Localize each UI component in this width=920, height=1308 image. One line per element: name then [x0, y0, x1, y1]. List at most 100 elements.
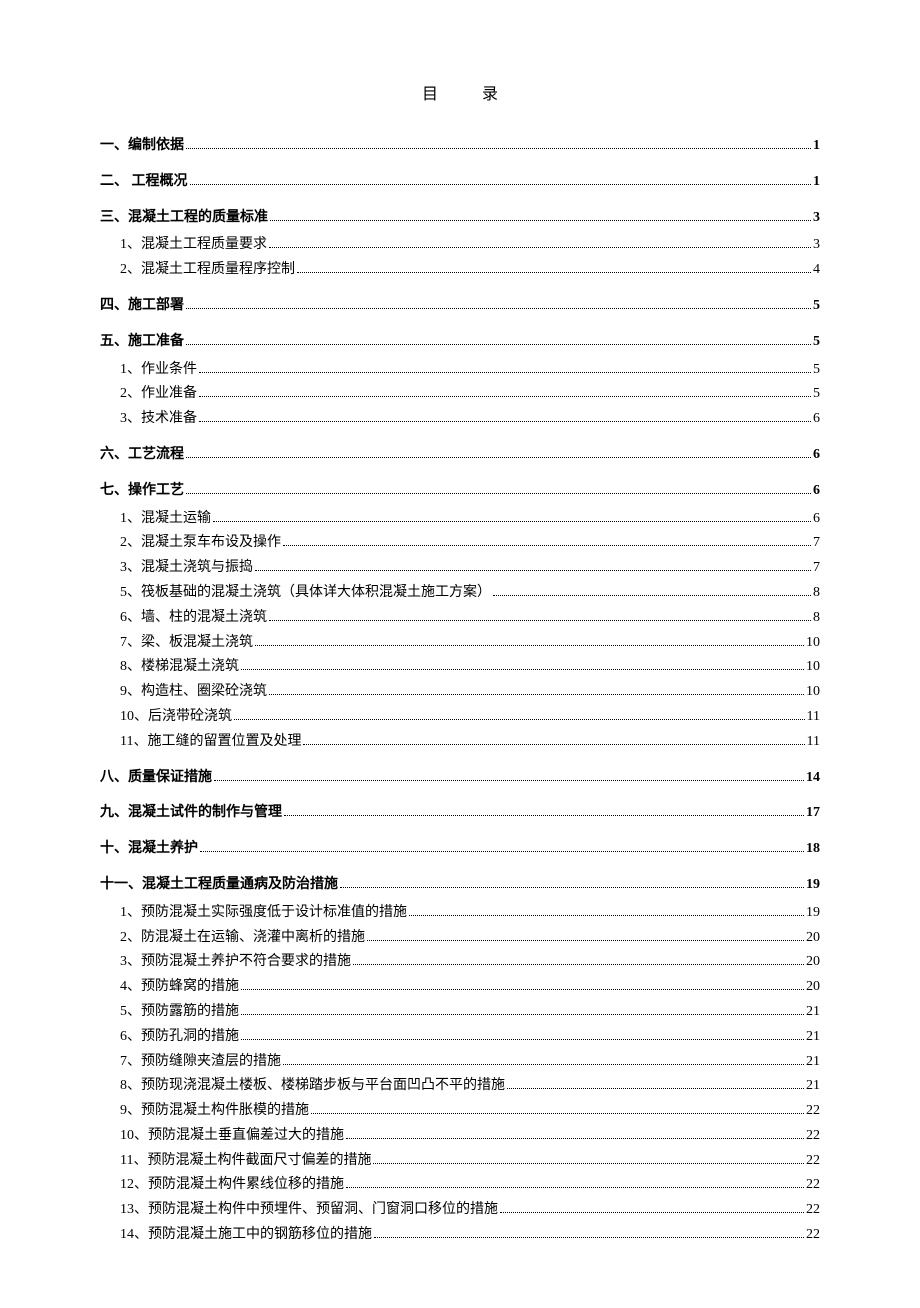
toc-entry: 8、楼梯混凝土浇筑10	[100, 655, 820, 679]
toc-entry: 2、混凝土泵车布设及操作 7	[100, 531, 820, 555]
toc-entry-page: 22	[806, 1173, 820, 1197]
toc-entry-label: 一、编制依据	[100, 134, 184, 158]
toc-entry: 10、后浇带砼浇筑 11	[100, 705, 820, 729]
toc-entry-page: 10	[806, 631, 820, 655]
toc-leader-dots	[270, 220, 811, 221]
toc-entry-label: 10、后浇带砼浇筑	[120, 705, 232, 729]
toc-entry: 2、防混凝土在运输、浇灌中离析的措施20	[100, 926, 820, 950]
toc-entry-label: 7、梁、板混凝土浇筑	[120, 631, 253, 655]
toc-entry-label: 6、墙、柱的混凝土浇筑	[120, 606, 267, 630]
toc-entry-label: 1、作业条件	[120, 358, 197, 382]
toc-leader-dots	[269, 694, 804, 695]
toc-entry-page: 1	[813, 170, 820, 194]
toc-leader-dots	[311, 1113, 804, 1114]
toc-entry-page: 8	[813, 606, 820, 630]
toc-entry-page: 6	[813, 479, 820, 503]
toc-entry: 5、筏板基础的混凝土浇筑（具体详大体积混凝土施工方案） 8	[100, 581, 820, 605]
toc-leader-dots	[409, 915, 804, 916]
toc-entry-label: 二、 工程概况	[100, 170, 188, 194]
toc-entry-label: 六、工艺流程	[100, 443, 184, 467]
toc-entry-page: 3	[813, 233, 820, 257]
toc-entry-page: 5	[813, 330, 820, 354]
toc-entry-label: 2、混凝土泵车布设及操作	[120, 531, 281, 555]
toc-leader-dots	[186, 148, 811, 149]
toc-entry: 1、预防混凝土实际强度低于设计标准值的措施19	[100, 901, 820, 925]
toc-entry: 1、作业条件 5	[100, 358, 820, 382]
toc-entry-page: 20	[806, 975, 820, 999]
toc-leader-dots	[346, 1187, 804, 1188]
toc-entry-label: 11、预防混凝土构件截面尺寸偏差的措施	[120, 1149, 371, 1173]
toc-entry-page: 11	[807, 730, 820, 754]
toc-entry-label: 3、技术准备	[120, 407, 197, 431]
toc-leader-dots	[367, 940, 804, 941]
toc-entry-label: 九、混凝土试件的制作与管理	[100, 801, 282, 825]
toc-entry-label: 1、混凝土工程质量要求	[120, 233, 267, 257]
toc-leader-dots	[241, 669, 804, 670]
toc-entry-label: 9、构造柱、圈梁砼浇筑	[120, 680, 267, 704]
toc-entry-page: 5	[813, 358, 820, 382]
toc-entry: 三、混凝土工程的质量标准3	[100, 206, 820, 230]
toc-title: 目 录	[100, 80, 820, 104]
toc-leader-dots	[269, 247, 811, 248]
toc-entry: 14、预防混凝土施工中的钢筋移位的措施 22	[100, 1223, 820, 1247]
toc-entry-page: 18	[806, 837, 820, 861]
toc-entry: 一、编制依据1	[100, 134, 820, 158]
toc-entry-page: 22	[806, 1223, 820, 1247]
toc-leader-dots	[186, 493, 811, 494]
toc-entry-page: 6	[813, 407, 820, 431]
toc-entry-label: 14、预防混凝土施工中的钢筋移位的措施	[120, 1223, 372, 1247]
toc-entry: 11、施工缝的留置位置及处理 11	[100, 730, 820, 754]
toc-leader-dots	[241, 1014, 804, 1015]
toc-entry-page: 22	[806, 1198, 820, 1222]
toc-entry-page: 4	[813, 258, 820, 282]
toc-entry: 九、混凝土试件的制作与管理17	[100, 801, 820, 825]
toc-leader-dots	[283, 545, 811, 546]
toc-entry: 八、质量保证措施14	[100, 766, 820, 790]
toc-entry-page: 21	[806, 1025, 820, 1049]
toc-entry: 6、预防孔洞的措施21	[100, 1025, 820, 1049]
toc-entry: 六、工艺流程6	[100, 443, 820, 467]
toc-entry-page: 10	[806, 655, 820, 679]
toc-entry-label: 11、施工缝的留置位置及处理	[120, 730, 301, 754]
toc-entry-page: 20	[806, 950, 820, 974]
toc-entry: 8、预防现浇混凝土楼板、楼梯踏步板与平台面凹凸不平的措施21	[100, 1074, 820, 1098]
toc-entry: 9、构造柱、圈梁砼浇筑10	[100, 680, 820, 704]
toc-leader-dots	[346, 1138, 804, 1139]
toc-entry-label: 1、混凝土运输	[120, 507, 211, 531]
toc-entry: 5、预防露筋的措施21	[100, 1000, 820, 1024]
toc-entry-label: 七、操作工艺	[100, 479, 184, 503]
toc-leader-dots	[269, 620, 811, 621]
toc-entry-page: 21	[806, 1000, 820, 1024]
toc-entry-label: 3、预防混凝土养护不符合要求的措施	[120, 950, 351, 974]
toc-entry: 2、混凝土工程质量程序控制 4	[100, 258, 820, 282]
toc-entry-label: 十一、混凝土工程质量通病及防治措施	[100, 873, 338, 897]
toc-entry: 十一、混凝土工程质量通病及防治措施 19	[100, 873, 820, 897]
toc-entry-label: 5、筏板基础的混凝土浇筑（具体详大体积混凝土施工方案）	[120, 581, 491, 605]
toc-entry: 11、预防混凝土构件截面尺寸偏差的措施22	[100, 1149, 820, 1173]
toc-entry-label: 八、质量保证措施	[100, 766, 212, 790]
toc-entry-page: 6	[813, 507, 820, 531]
toc-leader-dots	[213, 521, 811, 522]
toc-entry: 4、预防蜂窝的措施20	[100, 975, 820, 999]
toc-entry-label: 十、混凝土养护	[100, 837, 198, 861]
toc-entry-page: 22	[806, 1124, 820, 1148]
toc-entry-page: 21	[806, 1050, 820, 1074]
toc-entry: 6、墙、柱的混凝土浇筑 8	[100, 606, 820, 630]
toc-leader-dots	[374, 1237, 804, 1238]
toc-entry: 7、梁、板混凝土浇筑 10	[100, 631, 820, 655]
toc-entry-label: 2、防混凝土在运输、浇灌中离析的措施	[120, 926, 365, 950]
toc-entry-page: 5	[813, 294, 820, 318]
toc-entry-page: 11	[807, 705, 820, 729]
toc-entry-label: 2、作业准备	[120, 382, 197, 406]
toc-entry: 3、混凝土浇筑与振捣7	[100, 556, 820, 580]
toc-entry-label: 2、混凝土工程质量程序控制	[120, 258, 295, 282]
toc-entry-page: 7	[813, 556, 820, 580]
toc-entry-label: 五、施工准备	[100, 330, 184, 354]
toc-leader-dots	[234, 719, 805, 720]
toc-entry-page: 3	[813, 206, 820, 230]
toc-entry: 1、混凝土运输 6	[100, 507, 820, 531]
toc-entry-page: 8	[813, 581, 820, 605]
toc-entry-page: 19	[806, 873, 820, 897]
toc-entry-page: 7	[813, 531, 820, 555]
toc-leader-dots	[297, 272, 811, 273]
